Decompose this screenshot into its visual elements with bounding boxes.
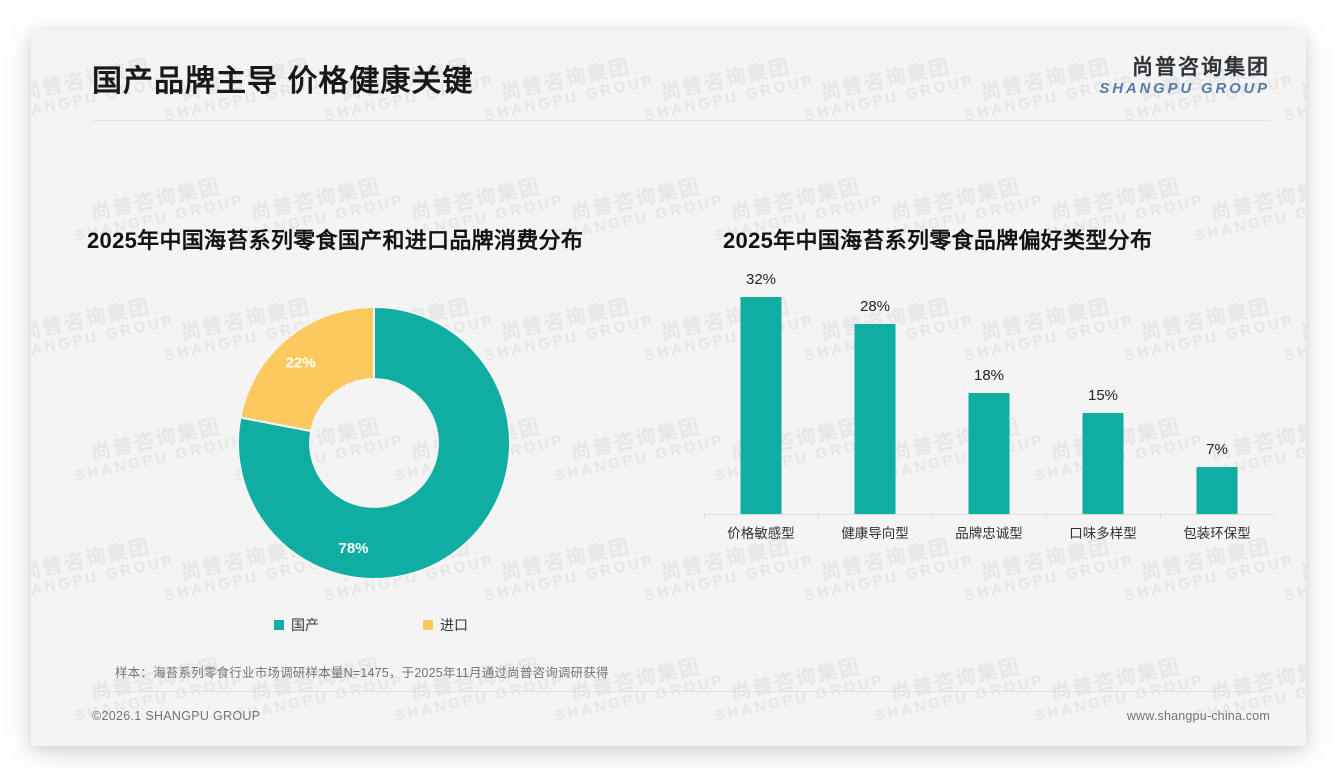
footnote-divider [92, 691, 1270, 692]
donut-slice[interactable] [239, 305, 375, 433]
bar-chart: 32% 28% 18% 15% 7% 价格敏感型 健康导向型 品牌忠诚型 口味多样型 包装环保型 [704, 270, 1275, 560]
donut-slice[interactable] [237, 305, 511, 580]
pie-chart-title: 2025年中国海苔系列零食国产和进口品牌消费分布 [87, 228, 584, 253]
bar-column: 28% [818, 270, 932, 515]
website-link[interactable]: www.shangpu-china.com [1126, 709, 1270, 723]
pie-legend: 国产 进口 [53, 615, 689, 635]
brand-name-en: SHANGPU GROUP [1099, 79, 1270, 97]
bar-category-label: 健康导向型 [841, 526, 909, 541]
slide-card: 尚普咨询集团 SHANGPU GROUP 尚普咨询集团 SHANGPU GROUP 尚普… [31, 30, 1306, 746]
bar-category-label: 口味多样型 [1069, 526, 1137, 541]
legend-swatch-icon [274, 620, 284, 630]
legend-label: 进口 [440, 617, 468, 633]
footnote-zone: 样本：海苔系列零食行业市场调研样本量N=1475，于2025年11月通过尚普咨询… [31, 656, 1306, 692]
bar-plot-area: 32% 28% 18% 15% 7% [704, 270, 1274, 515]
bar-category-label: 包装环保型 [1183, 526, 1251, 541]
donut-slice-value: 78% [338, 540, 368, 557]
bar-value-label: 18% [973, 366, 1005, 384]
bar-chart-title: 2025年中国海苔系列零食品牌偏好类型分布 [723, 228, 1153, 253]
axis-tick [1274, 515, 1275, 519]
bar-value-label: 15% [1087, 386, 1119, 404]
header-divider [92, 120, 1270, 121]
bar-column: 32% [704, 270, 818, 515]
bar[interactable] [1082, 412, 1124, 515]
bar-column: 15% [1046, 270, 1160, 515]
brand-name-cn: 尚普咨询集团 [1132, 56, 1270, 79]
legend-item[interactable]: 国产 [274, 615, 319, 635]
bar-baseline [704, 514, 1274, 515]
slide-header: 国产品牌主导 价格健康关键 尚普咨询集团 SHANGPU GROUP [31, 30, 1306, 121]
legend-swatch-icon [423, 620, 433, 630]
bar-value-label: 7% [1206, 441, 1228, 459]
axis-tick [818, 515, 819, 519]
bar[interactable] [968, 392, 1010, 515]
copyright-text: ©2026.1 SHANGPU GROUP [92, 709, 261, 723]
axis-tick [932, 515, 933, 519]
pie-chart-panel: 2025年中国海苔系列零食国产和进口品牌消费分布 78% 22% 国产 进口 [53, 120, 689, 650]
sample-footnote: 样本：海苔系列零食行业市场调研样本量N=1475，于2025年11月通过尚普咨询… [115, 666, 609, 680]
donut-chart: 78% 22% [236, 305, 512, 581]
bar-column: 7% [1160, 270, 1274, 515]
slide-footer: ©2026.1 SHANGPU GROUP www.shangpu-china.… [31, 692, 1306, 746]
donut-svg: 78% 22% [237, 305, 511, 580]
axis-tick [1046, 515, 1047, 519]
bar-column: 18% [932, 270, 1046, 515]
bar-value-label: 28% [859, 298, 891, 316]
page-title: 国产品牌主导 价格健康关键 [92, 65, 474, 98]
donut-slice-value: 22% [286, 355, 316, 372]
bar-category-label: 品牌忠诚型 [955, 526, 1023, 541]
bar[interactable] [1196, 467, 1238, 515]
bar-chart-panel: 2025年中国海苔系列零食品牌偏好类型分布 32% 28% 18% 15% 7% 价格敏… [691, 120, 1291, 650]
bar-category-label: 价格敏感型 [727, 526, 795, 541]
legend-label: 国产 [291, 617, 319, 633]
axis-tick [1160, 515, 1161, 519]
brand-logo: 尚普咨询集团 SHANGPU GROUP [1099, 56, 1270, 97]
bar[interactable] [740, 297, 782, 515]
charts-region: 2025年中国海苔系列零食国产和进口品牌消费分布 78% 22% 国产 进口 202… [31, 120, 1306, 656]
bar[interactable] [854, 324, 896, 515]
axis-tick [704, 515, 705, 519]
bar-value-label: 32% [745, 271, 777, 289]
legend-item[interactable]: 进口 [423, 615, 468, 635]
